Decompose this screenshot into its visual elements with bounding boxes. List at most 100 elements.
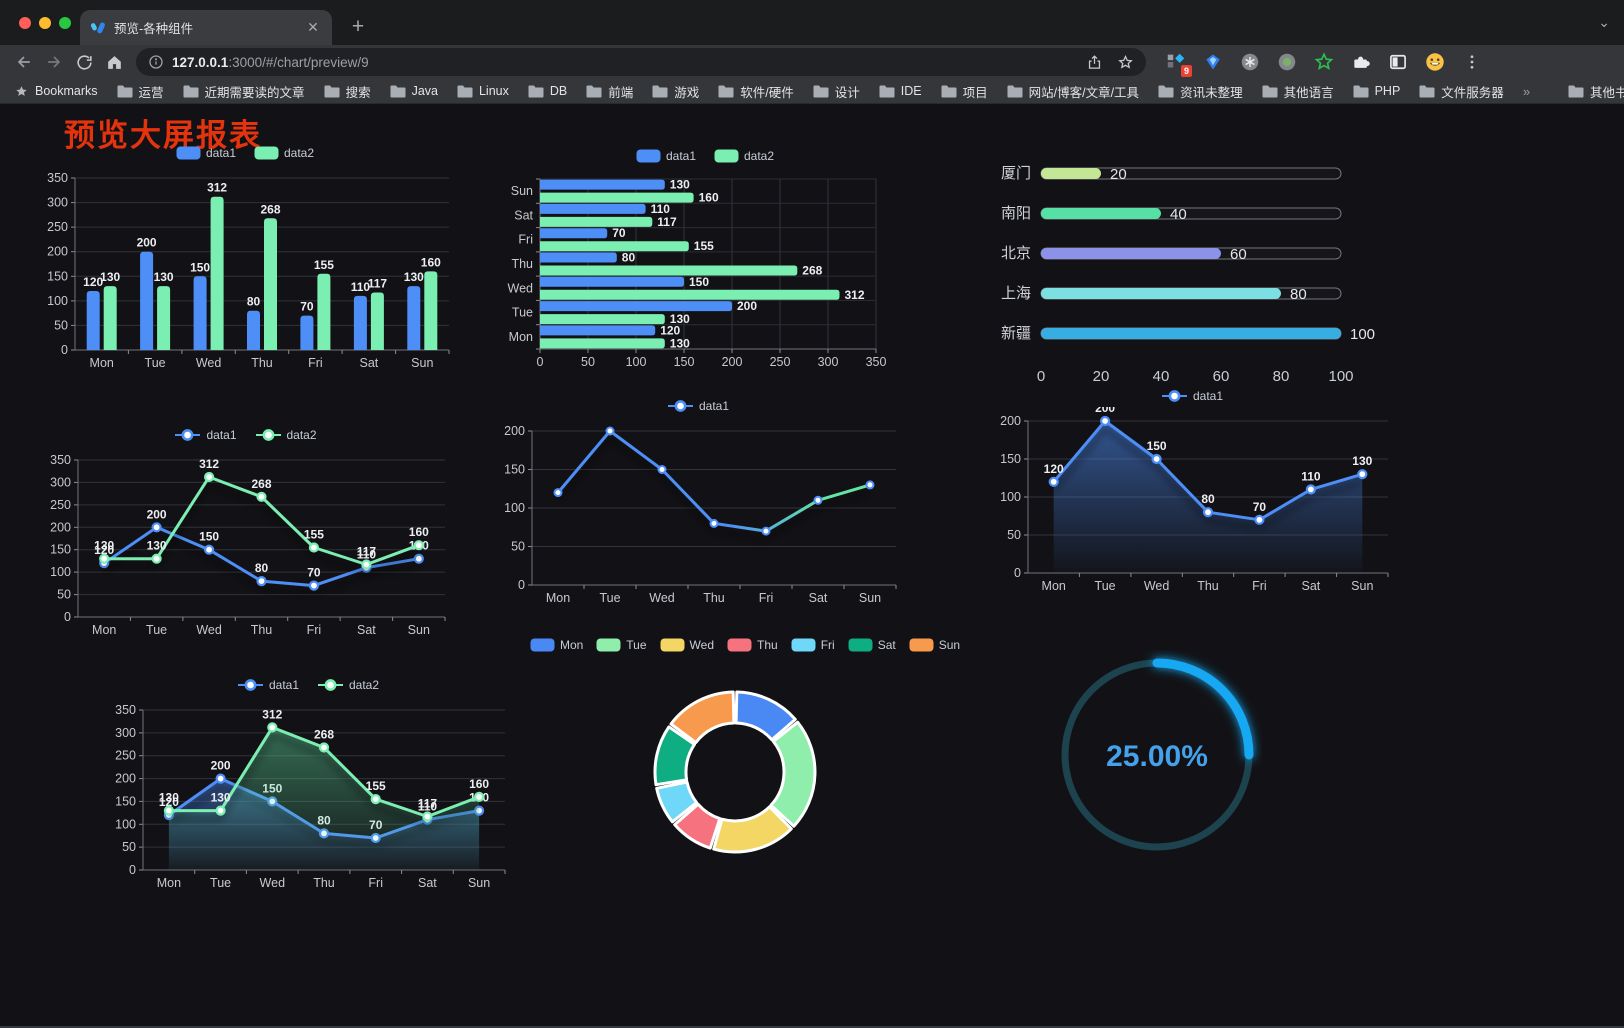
bookmarks-overflow-button[interactable]: » xyxy=(1522,83,1531,99)
svg-text:117: 117 xyxy=(657,215,677,229)
extension-green-star-icon[interactable] xyxy=(1312,50,1336,74)
home-button[interactable] xyxy=(100,48,128,76)
forward-button[interactable] xyxy=(40,48,68,76)
bookmark-folder[interactable]: 设计 xyxy=(813,82,860,101)
folder-icon xyxy=(1007,85,1023,97)
bookmark-folder[interactable]: 文件服务器 xyxy=(1419,82,1504,101)
extension-emoji-icon[interactable] xyxy=(1423,50,1447,74)
svg-text:Mon: Mon xyxy=(509,330,533,344)
svg-text:北京: 北京 xyxy=(1001,245,1031,262)
extension-command-icon[interactable] xyxy=(1238,50,1262,74)
svg-text:200: 200 xyxy=(504,424,525,438)
legend-item-data2[interactable]: data2 xyxy=(317,678,379,692)
svg-text:250: 250 xyxy=(50,498,71,512)
legend-swatch-icon xyxy=(727,638,752,652)
bookmark-folder[interactable]: 资讯未整理 xyxy=(1158,82,1243,101)
browser-menu-button[interactable] xyxy=(1460,50,1484,74)
legend-item-Mon[interactable]: Mon xyxy=(530,638,583,652)
legend-swatch-icon xyxy=(714,149,739,163)
folder-icon xyxy=(1353,85,1369,97)
svg-text:Sat: Sat xyxy=(1302,579,1321,593)
svg-text:150: 150 xyxy=(199,530,219,544)
svg-text:350: 350 xyxy=(47,171,68,185)
legend-item-data1[interactable]: data1 xyxy=(174,428,237,442)
other-bookmarks-folder[interactable]: 其他书签 xyxy=(1568,82,1624,101)
svg-text:268: 268 xyxy=(251,477,271,491)
legend-item-data1[interactable]: data1 xyxy=(1161,389,1223,403)
tab-close-icon[interactable]: ✕ xyxy=(307,18,319,35)
extension-gem-icon[interactable] xyxy=(1201,50,1225,74)
chart-canvas: 0 50 100 150 200 250 300 350 Mon Tue Wed Thu Fri Sat S… xyxy=(115,703,506,890)
svg-text:Thu: Thu xyxy=(251,623,273,637)
traffic-lights xyxy=(19,17,71,29)
bookmark-folder[interactable]: PHP xyxy=(1353,84,1400,98)
svg-text:200: 200 xyxy=(115,772,136,786)
svg-text:150: 150 xyxy=(674,355,695,369)
bookmarks-root[interactable]: Bookmarks xyxy=(14,84,98,99)
extensions-puzzle-button[interactable] xyxy=(1349,50,1373,74)
extension-green-dot-icon[interactable] xyxy=(1275,50,1299,74)
legend-item-data2[interactable]: data2 xyxy=(255,428,317,442)
bookmark-folder[interactable]: 运营 xyxy=(117,82,164,101)
bookmark-folder[interactable]: 其他语言 xyxy=(1262,82,1334,101)
svg-text:Sat: Sat xyxy=(809,591,828,605)
close-window-button[interactable] xyxy=(19,17,31,29)
legend-swatch-icon xyxy=(909,638,934,652)
legend-item-data1[interactable]: data1 xyxy=(636,149,696,163)
bookmark-folder[interactable]: 游戏 xyxy=(652,82,699,101)
svg-text:200: 200 xyxy=(137,236,157,250)
svg-text:300: 300 xyxy=(47,196,68,210)
legend-item-data1[interactable]: data1 xyxy=(667,399,729,413)
svg-text:Sun: Sun xyxy=(859,591,881,605)
bookmark-folder[interactable]: 近期需要读的文章 xyxy=(183,82,305,101)
svg-text:50: 50 xyxy=(1007,528,1021,542)
legend-item-data2[interactable]: data2 xyxy=(254,146,314,160)
svg-text:Fri: Fri xyxy=(307,623,322,637)
legend-item-Fri[interactable]: Fri xyxy=(791,638,835,652)
bookmark-folder[interactable]: 软件/硬件 xyxy=(718,82,794,101)
chart-canvas: 0 50 100 150 200 250 300 350 Mon Tue Wed Thu Fri Sat S… xyxy=(47,171,450,370)
bookmark-folder[interactable]: DB xyxy=(528,84,567,98)
bookmark-folder[interactable]: 网站/博客/文章/工具 xyxy=(1007,82,1139,101)
svg-text:130: 130 xyxy=(404,270,424,284)
svg-text:50: 50 xyxy=(511,540,525,554)
legend-item-Sun[interactable]: Sun xyxy=(909,638,960,652)
svg-text:130: 130 xyxy=(154,270,174,284)
share-icon[interactable] xyxy=(1086,54,1103,71)
back-button[interactable] xyxy=(10,48,38,76)
legend-item-Tue[interactable]: Tue xyxy=(596,638,647,652)
extension-devtools-icon[interactable]: 9 xyxy=(1164,50,1192,77)
fullscreen-window-button[interactable] xyxy=(59,17,71,29)
legend-item-Wed[interactable]: Wed xyxy=(660,638,714,652)
address-bar[interactable]: 127.0.0.1:3000/#/chart/preview/9 xyxy=(136,48,1146,76)
svg-text:110: 110 xyxy=(418,800,438,814)
minimize-window-button[interactable] xyxy=(39,17,51,29)
horizontal-bar-chart: data1 data2 0 50 100 150 200 250 300 350 Sun 130 160… xyxy=(500,147,910,375)
legend-item-Sat[interactable]: Sat xyxy=(848,638,896,652)
reload-button[interactable] xyxy=(70,48,98,76)
svg-text:110: 110 xyxy=(1301,469,1321,483)
svg-text:上海: 上海 xyxy=(1001,285,1031,302)
site-info-icon[interactable] xyxy=(148,54,164,70)
legend-item-Thu[interactable]: Thu xyxy=(727,638,778,652)
bookmark-folder[interactable]: 项目 xyxy=(941,82,988,101)
legend-item-data2[interactable]: data2 xyxy=(714,149,774,163)
bookmark-folder[interactable]: 搜索 xyxy=(324,82,371,101)
bookmark-star-icon[interactable] xyxy=(1117,54,1134,71)
legend-item-data1[interactable]: data1 xyxy=(176,146,236,160)
svg-text:Thu: Thu xyxy=(313,876,335,890)
tab-search-chevron-icon[interactable]: ⌄ xyxy=(1598,14,1610,30)
browser-tab[interactable]: 预览-各种组件 ✕ xyxy=(80,10,332,45)
svg-text:100: 100 xyxy=(1328,368,1353,385)
bookmark-folder[interactable]: IDE xyxy=(879,84,922,98)
legend-item-data1[interactable]: data1 xyxy=(237,678,299,692)
new-tab-button[interactable]: + xyxy=(351,15,365,38)
svg-text:130: 130 xyxy=(670,336,690,350)
bookmark-folder[interactable]: Linux xyxy=(457,84,509,98)
bookmark-folder[interactable]: 前端 xyxy=(586,82,633,101)
folder-icon xyxy=(718,85,734,97)
reload-icon xyxy=(76,54,92,70)
bookmark-folder[interactable]: Java xyxy=(390,84,438,98)
svg-text:117: 117 xyxy=(357,545,377,559)
side-panel-button[interactable] xyxy=(1386,50,1410,74)
